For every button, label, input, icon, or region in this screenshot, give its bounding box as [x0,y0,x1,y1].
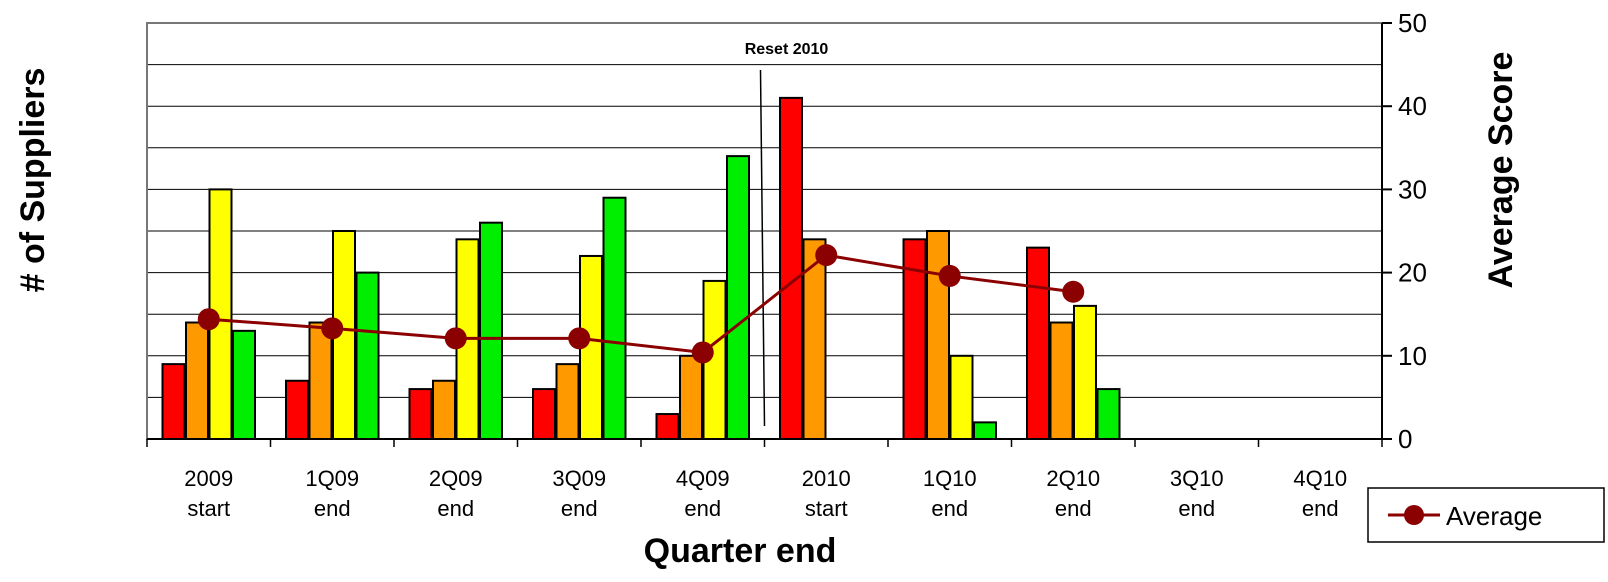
x-tick-label-0: 2009 start [184,466,233,521]
x-tick-label-9: 4Q10 end [1293,466,1347,521]
bar-s1-c4 [679,354,703,440]
bar-s1-c7 [1049,321,1074,440]
average-point-7 [1062,280,1085,303]
bar-s3-c7 [1096,388,1121,440]
bar-s1-c1 [308,321,333,440]
average-polyline [208,253,1074,355]
reset-annotation: Reset 2010 [745,41,829,427]
y2-tick-labels: 0 10 20 30 40 50 [1398,8,1427,454]
average-point-4 [691,341,714,364]
bar-s0-c4 [655,413,680,441]
legend-marker [1404,505,1424,525]
bar-s3-c2 [479,221,503,440]
average-point-2 [444,327,467,350]
bar-s0-c1 [285,379,309,441]
average-point-0 [197,308,220,331]
average-point-6 [938,264,961,287]
y2-tick-label-4: 40 [1398,91,1427,121]
reset-divider-line [759,69,766,427]
bar-s3-c0 [232,329,256,440]
y2-tick-label-5: 50 [1398,8,1427,38]
bar-s1-c6 [926,230,950,440]
x-tick-label-8: 3Q10 end [1170,466,1224,521]
bar-s2-c7 [1073,304,1097,440]
x-tick-labels: 2009 start 1Q09 end 2Q09 end 3Q09 end 4Q09 end 201… [184,466,1347,521]
average-point-5 [815,244,838,267]
bar-s1-c3 [555,363,580,440]
bar-s0-c3 [532,388,556,440]
legend-label-average: Average [1446,501,1542,531]
y2-axis-title: Average Score [1482,52,1520,289]
average-point-1 [321,317,344,340]
y-axis-title: # of Suppliers [14,68,52,293]
bar-s3-c1 [355,271,380,440]
x-tick-label-1: 1Q09 end [305,466,359,521]
bars [161,96,1121,441]
bar-s1-c2 [432,379,456,441]
x-tick-label-6: 1Q10 end [923,466,977,521]
x-tick-label-3: 3Q09 end [552,466,606,521]
x-tick-label-4: 4Q09 end [676,466,730,521]
bar-s1-c0 [185,321,209,440]
y2-tick-label-1: 10 [1398,341,1427,371]
reset-annotation-label: Reset 2010 [745,41,829,58]
bar-s0-c2 [408,388,433,440]
x-tick-label-7: 2Q10 end [1046,466,1100,521]
bar-s0-c7 [1026,246,1050,440]
bar-s3-c3 [602,196,627,440]
x-axis-title: Quarter end [644,532,837,570]
bar-s0-c5 [779,96,803,440]
y2-tick-label-2: 20 [1398,258,1427,288]
x-tick-label-2: 2Q09 end [429,466,483,521]
plot-frame [146,22,1392,447]
legend: Average [1367,487,1605,543]
bar-s0-c0 [161,363,186,440]
bar-s3-c4 [726,155,750,440]
bar-s2-c6 [949,354,974,440]
bar-s3-c6 [973,421,997,440]
x-tick-label-5: 2010 start [802,466,851,521]
average-point-3 [568,327,591,350]
average-line [197,244,1085,364]
y2-tick-label-3: 30 [1398,174,1427,204]
y2-tick-label-0: 0 [1398,424,1412,454]
